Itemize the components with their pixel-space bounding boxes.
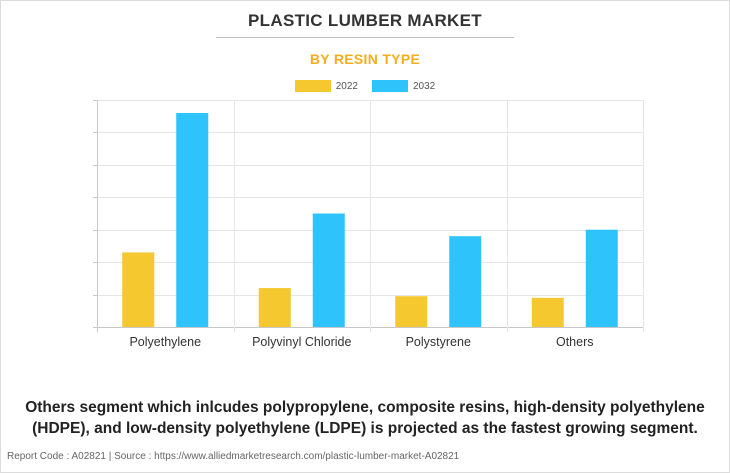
legend-label-2022: 2022 [335, 80, 358, 92]
legend: 2022 2032 [0, 80, 730, 92]
footer-source: Report Code : A02821 | Source : https://… [7, 451, 460, 462]
bar-2032-others [585, 229, 618, 327]
bar-2022-polystyrene [395, 296, 428, 327]
bar-2022-polyethylene [122, 252, 155, 327]
bar-2032-polyethylene [176, 112, 209, 327]
legend-swatch-2022 [294, 80, 331, 92]
summary-note: Others segment which inlcudes polypropyl… [25, 399, 705, 437]
x-tick-label: Polystyrene [406, 335, 471, 349]
x-tick-label: Polyethylene [129, 335, 201, 349]
legend-label-2032: 2032 [413, 80, 436, 92]
x-tick-label: Others [556, 335, 594, 349]
title-divider [216, 37, 514, 38]
bar-2032-polyvinyl-chloride [312, 213, 345, 327]
legend-swatch-2032 [372, 80, 408, 92]
x-tick-label: Polyvinyl Chloride [252, 335, 351, 349]
legend-item-2022[interactable]: 2022 [294, 80, 358, 92]
legend-item-2032[interactable]: 2032 [372, 80, 435, 92]
chart-subtitle: BY RESIN TYPE [309, 51, 421, 67]
bar-2022-others [531, 297, 564, 327]
bar-2032-polystyrene [449, 236, 482, 327]
bar-2022-polyvinyl-chloride [258, 288, 291, 327]
chart-title: PLASTIC LUMBER MARKET [248, 11, 482, 30]
